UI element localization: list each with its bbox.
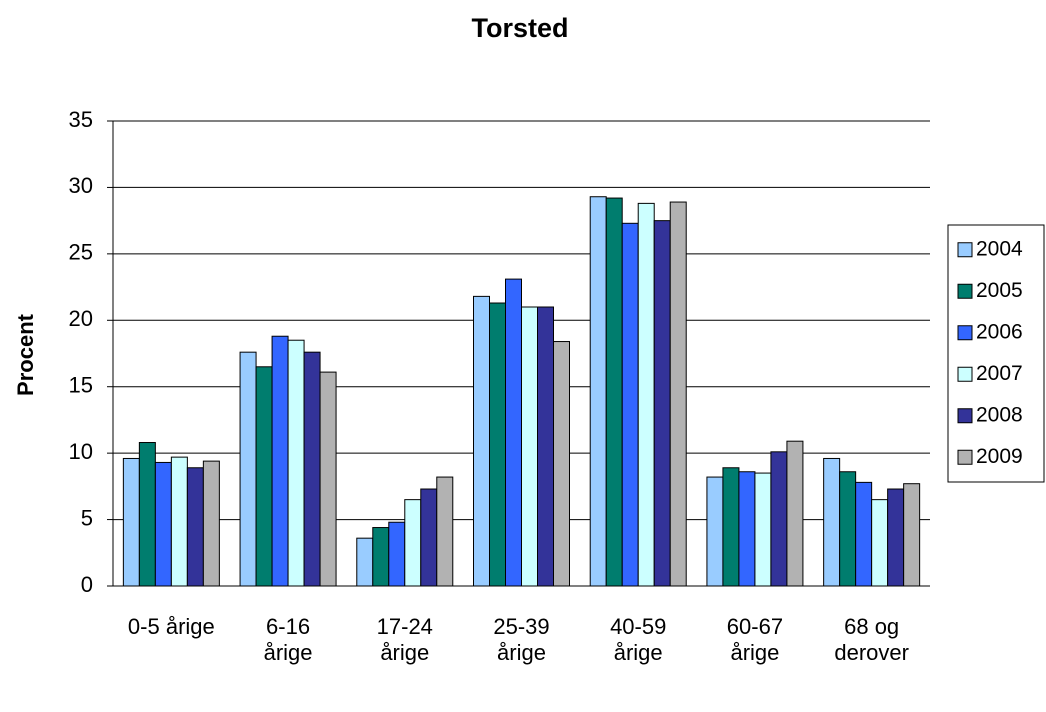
bar	[122, 457, 140, 587]
bar	[521, 306, 538, 587]
y-tick-label: 35	[69, 107, 93, 132]
bar	[839, 471, 857, 587]
bar	[287, 339, 305, 587]
bar	[319, 371, 337, 587]
bar	[706, 476, 724, 587]
x-tick-label: 60-67 årige	[726, 614, 784, 665]
bar	[372, 527, 390, 587]
x-tick-label: 0-5 årige	[127, 614, 215, 639]
legend-label: 2008	[976, 403, 1023, 426]
bar	[154, 461, 172, 587]
bar	[754, 472, 772, 587]
y-tick-label: 10	[69, 439, 93, 464]
bar	[823, 457, 841, 587]
bar	[903, 483, 921, 587]
y-tick-label: 5	[81, 505, 93, 530]
legend-box	[947, 224, 1045, 483]
chart-title: Torsted	[471, 13, 568, 43]
bar	[621, 222, 639, 587]
x-tick-label: 40-59 årige	[610, 614, 667, 665]
legend-label: 2006	[976, 320, 1023, 343]
bar	[170, 456, 188, 587]
bar	[202, 460, 220, 587]
bar	[786, 440, 804, 587]
legend-swatch	[957, 408, 973, 424]
bar	[505, 278, 522, 587]
y-tick-label: 25	[69, 240, 93, 265]
bar	[138, 442, 156, 587]
bar	[404, 499, 422, 587]
y-tick-label: 30	[69, 173, 93, 198]
bar	[653, 220, 671, 587]
bar	[356, 537, 374, 587]
bar	[855, 481, 873, 587]
legend-swatch	[957, 283, 973, 299]
legend-label: 2009	[976, 445, 1023, 468]
bar	[436, 476, 454, 587]
bar	[388, 521, 406, 587]
x-tick-label: 6-16 årige	[263, 614, 313, 665]
bar	[239, 351, 257, 587]
bar	[303, 351, 321, 587]
x-tick-label: 25-39 årige	[493, 614, 550, 665]
bar	[420, 488, 438, 587]
bar	[271, 335, 289, 587]
y-tick-label: 15	[69, 373, 93, 398]
bar	[186, 467, 204, 587]
legend-label: 2004	[976, 237, 1023, 260]
bar	[473, 295, 490, 587]
bar	[887, 488, 905, 587]
bar	[722, 467, 740, 587]
y-tick-label: 0	[81, 572, 93, 597]
bar	[537, 306, 554, 587]
y-tick-label: 20	[69, 306, 93, 331]
bar	[553, 341, 570, 587]
legend-label: 2005	[976, 279, 1023, 302]
y-axis-label: Procent	[13, 313, 38, 396]
bar	[255, 366, 273, 587]
x-tick-label: 17-24 årige	[376, 614, 433, 665]
bar	[605, 197, 623, 587]
bar	[669, 201, 687, 587]
bar	[637, 202, 655, 587]
legend-swatch	[957, 366, 973, 382]
legend-label: 2007	[976, 362, 1023, 385]
legend-swatch	[957, 449, 973, 465]
x-tick-label: 68 og derover	[834, 614, 909, 665]
legend-swatch	[957, 325, 973, 341]
bar	[738, 471, 756, 587]
bar	[489, 302, 506, 587]
bar	[770, 451, 788, 587]
bar	[589, 196, 607, 587]
bar	[871, 499, 889, 587]
legend-swatch	[957, 242, 973, 258]
